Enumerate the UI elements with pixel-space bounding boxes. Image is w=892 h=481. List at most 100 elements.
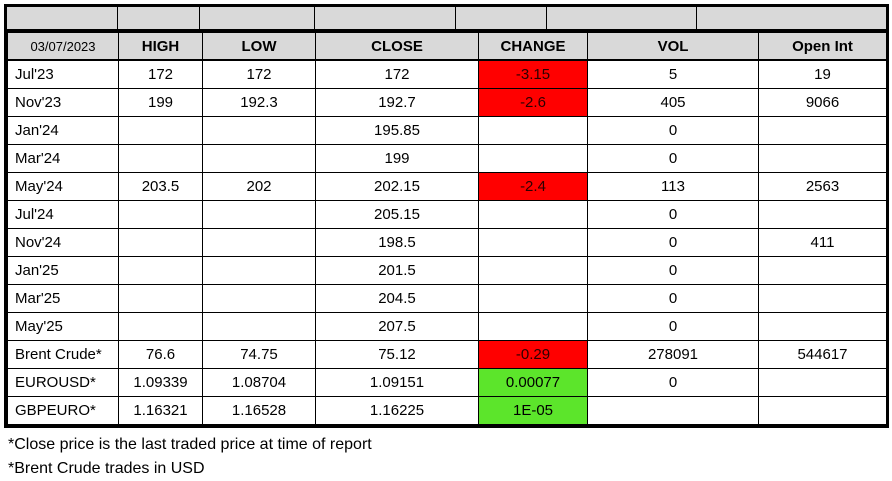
contract-label-cell: May'24 <box>7 172 119 201</box>
open-int-cell <box>758 256 887 285</box>
open-int-cell <box>758 144 887 173</box>
table-row: Nov'23 199 192.3 192.7 -2.6 405 9066 <box>7 88 887 117</box>
column-header-close: CLOSE <box>315 32 479 61</box>
high-cell: 1.09339 <box>118 368 203 397</box>
change-cell: 1E-05 <box>478 396 588 425</box>
close-cell: 202.15 <box>315 172 479 201</box>
vol-cell: 0 <box>587 228 759 257</box>
contract-label-cell: Mar'24 <box>7 144 119 173</box>
column-header-change: CHANGE <box>478 32 588 61</box>
vol-cell: 0 <box>587 144 759 173</box>
close-cell: 204.5 <box>315 284 479 313</box>
table-row: Jan'25 201.5 0 <box>7 256 887 285</box>
close-cell: 172 <box>315 59 479 89</box>
low-cell <box>202 116 316 145</box>
spacer-cell <box>697 7 886 29</box>
column-header-high: HIGH <box>118 32 203 61</box>
low-cell: 1.16528 <box>202 396 316 425</box>
close-cell: 1.09151 <box>315 368 479 397</box>
high-cell <box>118 116 203 145</box>
low-cell: 1.08704 <box>202 368 316 397</box>
low-cell: 74.75 <box>202 340 316 369</box>
table-row: Mar'24 199 0 <box>7 144 887 173</box>
open-int-cell: 544617 <box>758 340 887 369</box>
footnote-close-price: *Close price is the last traded price at… <box>8 436 372 453</box>
close-cell: 1.16225 <box>315 396 479 425</box>
change-cell <box>478 284 588 313</box>
spacer-cell <box>7 7 118 29</box>
open-int-cell <box>758 312 887 341</box>
change-cell: -3.15 <box>478 59 588 89</box>
contract-label-cell: Mar'25 <box>7 284 119 313</box>
change-cell: -0.29 <box>478 340 588 369</box>
vol-cell: 0 <box>587 256 759 285</box>
open-int-cell <box>758 284 887 313</box>
high-cell: 203.5 <box>118 172 203 201</box>
header-row: 03/07/2023 HIGH LOW CLOSE CHANGE VOL Ope… <box>7 32 887 61</box>
table-row: GBPEURO* 1.16321 1.16528 1.16225 1E-05 <box>7 396 887 425</box>
low-cell: 192.3 <box>202 88 316 117</box>
close-cell: 192.7 <box>315 88 479 117</box>
high-cell: 1.16321 <box>118 396 203 425</box>
open-int-cell <box>758 200 887 229</box>
open-int-cell: 411 <box>758 228 887 257</box>
high-cell <box>118 284 203 313</box>
low-cell <box>202 284 316 313</box>
contract-label-cell: Jan'25 <box>7 256 119 285</box>
spacer-cell <box>547 7 697 29</box>
change-cell <box>478 256 588 285</box>
table-row: EUROUSD* 1.09339 1.08704 1.09151 0.00077 0 <box>7 368 887 397</box>
table-row: May'25 207.5 0 <box>7 312 887 341</box>
top-spacer-row <box>7 7 886 32</box>
low-cell <box>202 144 316 173</box>
column-header-low: LOW <box>202 32 316 61</box>
open-int-cell: 9066 <box>758 88 887 117</box>
vol-cell: 0 <box>587 312 759 341</box>
open-int-cell <box>758 396 887 425</box>
change-cell: -2.4 <box>478 172 588 201</box>
change-cell <box>478 200 588 229</box>
contract-label-cell: GBPEURO* <box>7 396 119 425</box>
contract-label-cell: Jan'24 <box>7 116 119 145</box>
high-cell <box>118 228 203 257</box>
table-row: Jul'23 172 172 172 -3.15 5 19 <box>7 59 887 89</box>
low-cell <box>202 200 316 229</box>
table-row: May'24 203.5 202 202.15 -2.4 113 2563 <box>7 172 887 201</box>
close-cell: 198.5 <box>315 228 479 257</box>
vol-cell: 0 <box>587 284 759 313</box>
contract-label-cell: Brent Crude* <box>7 340 119 369</box>
vol-cell: 5 <box>587 59 759 89</box>
footnote-brent-usd: *Brent Crude trades in USD <box>8 460 205 477</box>
table-row: Mar'25 204.5 0 <box>7 284 887 313</box>
column-header-vol: VOL <box>587 32 759 61</box>
change-cell <box>478 228 588 257</box>
change-cell <box>478 144 588 173</box>
open-int-cell: 2563 <box>758 172 887 201</box>
table-row: Jul'24 205.15 0 <box>7 200 887 229</box>
high-cell: 199 <box>118 88 203 117</box>
spacer-cell <box>118 7 200 29</box>
change-cell <box>478 312 588 341</box>
change-cell: -2.6 <box>478 88 588 117</box>
spacer-cell <box>200 7 315 29</box>
table-row: Nov'24 198.5 0 411 <box>7 228 887 257</box>
low-cell <box>202 312 316 341</box>
contract-label-cell: May'25 <box>7 312 119 341</box>
low-cell: 172 <box>202 59 316 89</box>
open-int-cell <box>758 368 887 397</box>
vol-cell: 0 <box>587 368 759 397</box>
column-header-open-int: Open Int <box>758 32 887 61</box>
footnotes: *Close price is the last traded price at… <box>8 433 892 481</box>
close-cell: 195.85 <box>315 116 479 145</box>
close-cell: 75.12 <box>315 340 479 369</box>
close-cell: 199 <box>315 144 479 173</box>
table-row: Jan'24 195.85 0 <box>7 116 887 145</box>
spacer-cell <box>315 7 456 29</box>
vol-cell: 0 <box>587 200 759 229</box>
open-int-cell: 19 <box>758 59 887 89</box>
high-cell <box>118 312 203 341</box>
open-int-cell <box>758 116 887 145</box>
change-cell: 0.00077 <box>478 368 588 397</box>
vol-cell: 113 <box>587 172 759 201</box>
low-cell: 202 <box>202 172 316 201</box>
